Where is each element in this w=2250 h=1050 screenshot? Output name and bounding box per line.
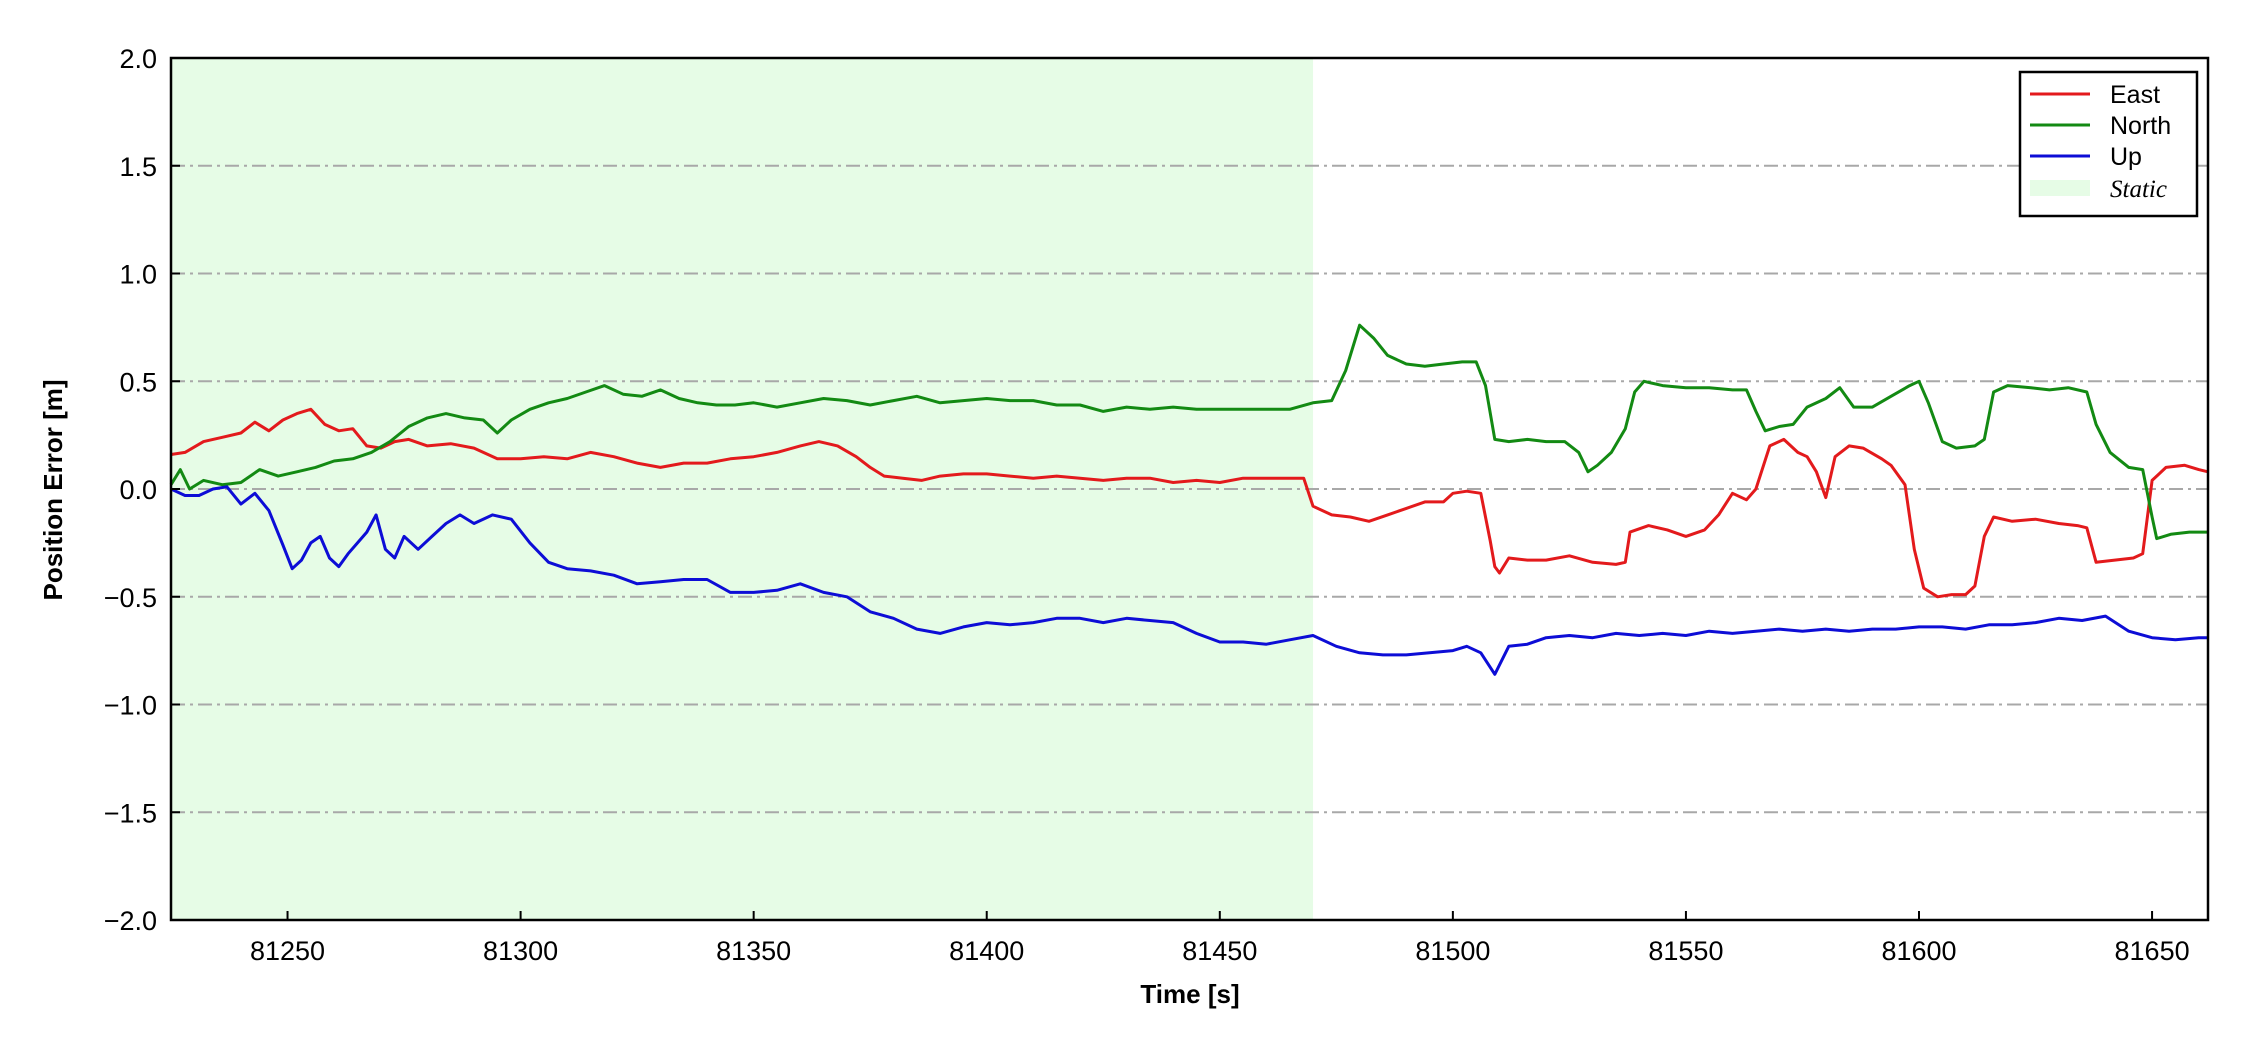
x-tick-label: 81650 (2115, 936, 2190, 966)
y-tick-label: 1.0 (119, 260, 157, 290)
x-tick-label: 81500 (1415, 936, 1490, 966)
y-tick-label: 1.5 (119, 152, 157, 182)
legend-label-north: North (2110, 112, 2171, 140)
y-tick-label: 0.5 (119, 367, 157, 397)
legend: East North Up Static (2018, 70, 2199, 218)
legend-label-static: Static (2110, 176, 2167, 203)
series-line-up (170, 485, 2208, 676)
y-tick-label: 2.0 (119, 44, 157, 74)
x-tick-label: 81250 (250, 936, 325, 966)
y-tick-label: −1.0 (104, 691, 157, 721)
x-tick-label: 81400 (949, 936, 1024, 966)
x-tick-label: 81450 (1182, 936, 1257, 966)
grid-lines (171, 164, 2208, 814)
y-axis-title: Position Error [m] (38, 379, 68, 600)
x-axis: 81250 81300 81350 81400 81450 81500 81550 81600… (250, 911, 2190, 966)
y-tick-label: −1.5 (104, 798, 157, 828)
y-tick-label: −2.0 (104, 906, 157, 936)
y-tick-label: 0.0 (119, 475, 157, 505)
legend-label-up: Up (2110, 143, 2142, 171)
x-tick-label: 81350 (716, 936, 791, 966)
x-axis-title: Time [s] (1140, 979, 1239, 1009)
plot-area (169, 56, 2210, 922)
x-tick-label: 81550 (1648, 936, 1723, 966)
x-tick-label: 81300 (483, 936, 558, 966)
series-line-east (170, 407, 2209, 599)
legend-swatch-static (2030, 180, 2090, 196)
y-tick-label: −0.5 (104, 583, 157, 613)
series-line-north (169, 323, 2208, 541)
legend-label-east: East (2110, 81, 2160, 109)
series-lines (169, 323, 2209, 676)
y-axis: −2.0 −1.5 −1.0 −0.5 0.0 0.5 1.0 1.5 2.0 (104, 44, 180, 936)
x-tick-label: 81600 (1881, 936, 1956, 966)
